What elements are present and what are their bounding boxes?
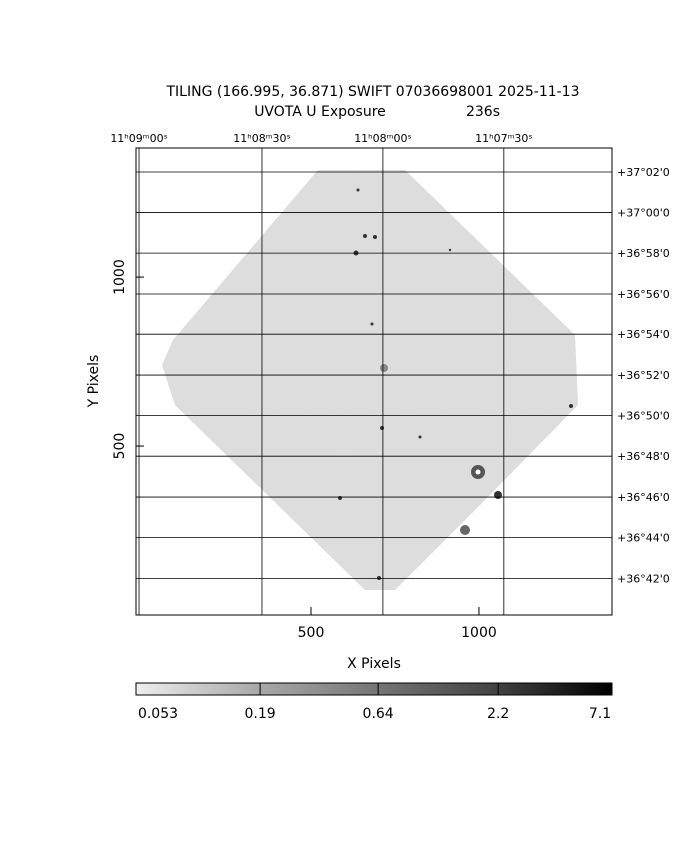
image — [162, 170, 578, 590]
colorbar — [135, 682, 613, 696]
subtitle: UVOTA U Exposure — [254, 104, 386, 120]
x-axis-label: X Pixels — [347, 656, 401, 672]
dec-tick-label: +36°54'0 — [617, 328, 670, 341]
y-axis-label: Y Pixels — [86, 355, 102, 409]
colorbar-tick-label: 0.64 — [363, 706, 394, 722]
dec-tick-label: +37°02'0 — [617, 166, 670, 179]
x-tick-label: 500 — [298, 625, 325, 641]
ra-tick-label: 11ʰ08ᵐ00ˢ — [354, 132, 411, 145]
exposure: 236s — [466, 104, 500, 120]
ra-tick-label: 11ʰ09ᵐ00ˢ — [110, 132, 167, 145]
colorbar-tick-label: 0.19 — [245, 706, 276, 722]
dec-tick-label: +36°58'0 — [617, 247, 670, 260]
dec-tick-label: +36°50'0 — [617, 410, 670, 423]
ra-tick-label: 11ʰ08ᵐ30ˢ — [233, 132, 290, 145]
dec-tick-label: +36°42'0 — [617, 573, 670, 586]
y-tick-label: 500 — [112, 433, 128, 460]
x-tick-label: 1000 — [461, 625, 497, 641]
dec-tick-label: +36°44'0 — [617, 532, 670, 545]
dec-tick-label: +36°46'0 — [617, 491, 670, 504]
colorbar-tick-label: 2.2 — [487, 706, 509, 722]
dec-tick-label: +36°52'0 — [617, 369, 670, 382]
colorbar-tick-label: 7.1 — [589, 706, 611, 722]
ra-tick-label: 11ʰ07ᵐ30ˢ — [475, 132, 532, 145]
title: TILING (166.995, 36.871) SWIFT 070366980… — [166, 84, 580, 100]
colorbar-tick-label: 0.053 — [138, 706, 178, 722]
exposure-noise — [162, 170, 578, 590]
dec-tick-label: +36°48'0 — [617, 450, 670, 463]
dec-tick-label: +36°56'0 — [617, 288, 670, 301]
y-tick-label: 1000 — [112, 259, 128, 295]
plot-frame — [135, 147, 613, 616]
sources — [338, 188, 573, 580]
dec-tick-label: +37°00'0 — [617, 207, 670, 220]
